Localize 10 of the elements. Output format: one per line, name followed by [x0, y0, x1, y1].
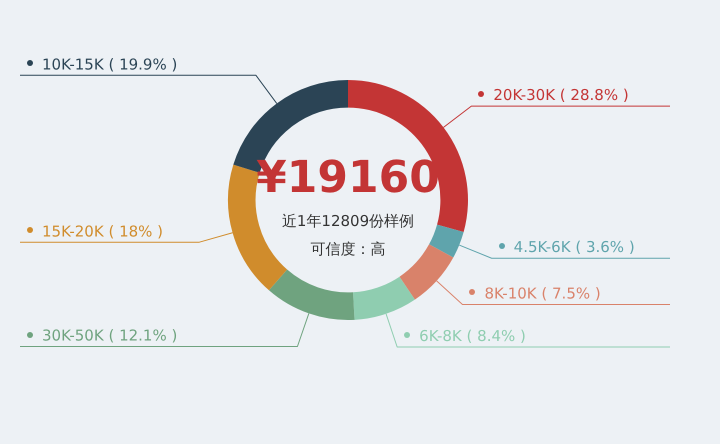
legend-label: 10K-15K ( 19.9% ): [42, 55, 178, 74]
legend-label: 15K-20K ( 18% ): [42, 222, 164, 240]
legend-label: 20K-30K ( 28.8% ): [493, 86, 629, 104]
text: ¥19160: [256, 152, 440, 203]
text: 近1年12809份样例: [282, 212, 414, 230]
text: 可信度：高: [310, 240, 386, 258]
legend-label: 4.5K-6K ( 3.6% ): [514, 238, 635, 256]
legend-label: 8K-10K ( 7.5% ): [484, 284, 601, 302]
legend-label: 30K-50K ( 12.1% ): [42, 326, 178, 345]
legend-label: 6K-8K ( 8.4% ): [419, 326, 526, 345]
